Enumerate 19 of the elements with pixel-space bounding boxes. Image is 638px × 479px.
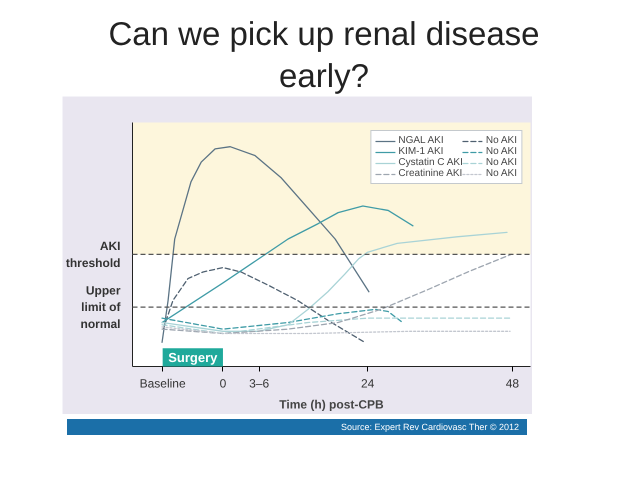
legend-label: NGAL AKI — [398, 135, 444, 146]
legend-label: KIM-1 AKI — [398, 146, 444, 157]
x-tick-label: 48 — [506, 376, 520, 390]
legend-label: Cystatin C AKI — [398, 157, 463, 168]
x-tick-label: 24 — [361, 376, 375, 390]
x-tick-label: 3–6 — [249, 376, 270, 390]
x-axis-title: Time (h) post-CPB — [279, 398, 384, 412]
legend-label: No AKI — [486, 157, 517, 168]
source-note: Source: Expert Rev Cardiovasc Ther © 2012 — [340, 421, 519, 434]
ref-line-label: Upper limit of normal — [80, 283, 122, 331]
ref-line-label: AKI threshold — [66, 238, 121, 270]
legend-label: No AKI — [486, 168, 517, 179]
legend-label: Creatinine AKI — [398, 168, 462, 179]
legend-label: No AKI — [486, 135, 517, 146]
band-label: Surgery — [168, 350, 218, 365]
x-tick-label: 0 — [220, 376, 227, 390]
chart-title: Can we pick up renal disease early? — [107, 14, 541, 96]
legend-label: No AKI — [486, 146, 517, 157]
x-tick-label: Baseline — [140, 376, 186, 390]
